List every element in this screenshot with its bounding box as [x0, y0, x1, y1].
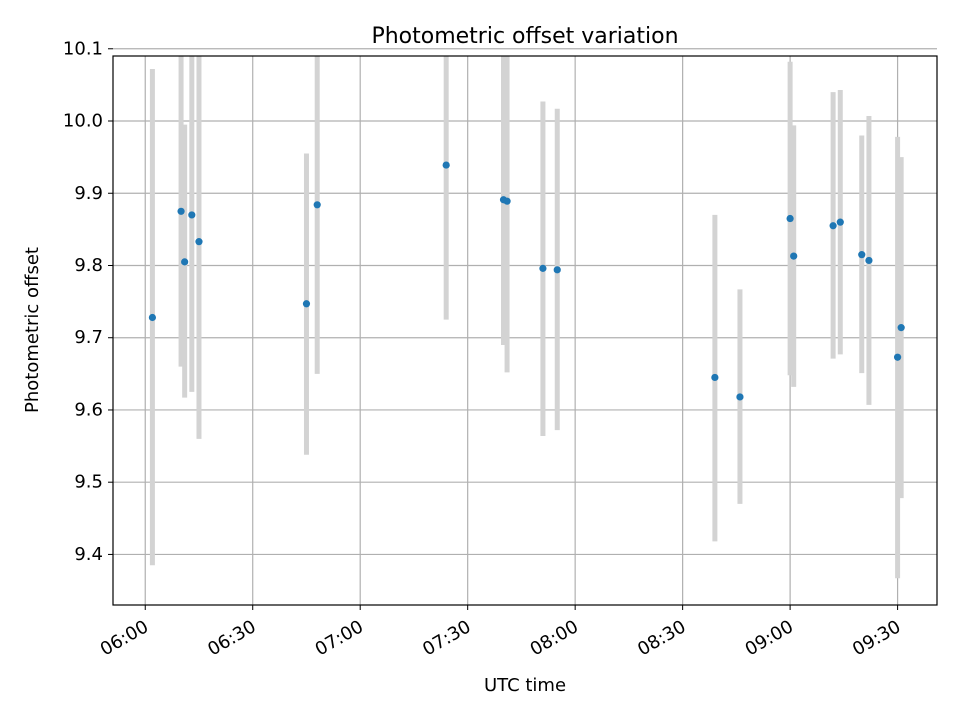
data-point — [553, 266, 561, 274]
data-point — [177, 207, 185, 215]
grid-lines — [113, 48, 937, 605]
y-tick-label: 10.0 — [63, 111, 103, 132]
x-axis-label: UTC time — [484, 675, 566, 696]
data-point — [865, 256, 873, 265]
y-tick-label: 9.9 — [74, 183, 103, 204]
data-point — [181, 258, 189, 266]
data-point — [711, 373, 719, 382]
y-tick-label: 9.6 — [74, 399, 103, 420]
y-tick-label: 10.1 — [63, 38, 103, 59]
data-point — [836, 218, 844, 226]
data-point — [790, 252, 798, 260]
y-axis-ticks: 9.4 9.5 9.6 9.7 9.8 9.9 10.0 10.1 — [63, 38, 113, 565]
data-point — [858, 251, 866, 259]
data-point — [786, 214, 794, 223]
y-axis-label: Photometric offset — [22, 247, 43, 413]
plot-frame — [112, 55, 938, 606]
data-point — [188, 211, 196, 219]
data-point — [897, 324, 905, 332]
data-point — [503, 197, 511, 205]
y-tick-label: 9.7 — [74, 327, 103, 348]
data-point — [893, 353, 902, 361]
chart-title: Photometric offset variation — [371, 24, 678, 49]
data-point — [302, 300, 311, 308]
data-point — [195, 238, 203, 246]
data-points — [148, 161, 905, 401]
data-point — [736, 393, 744, 401]
data-point — [829, 222, 837, 230]
data-point — [442, 161, 450, 169]
data-point — [148, 313, 157, 322]
data-point — [539, 264, 547, 272]
data-point — [313, 201, 321, 209]
y-tick-label: 9.5 — [74, 472, 103, 493]
y-tick-label: 9.4 — [74, 544, 103, 565]
y-tick-label: 9.8 — [74, 255, 103, 276]
